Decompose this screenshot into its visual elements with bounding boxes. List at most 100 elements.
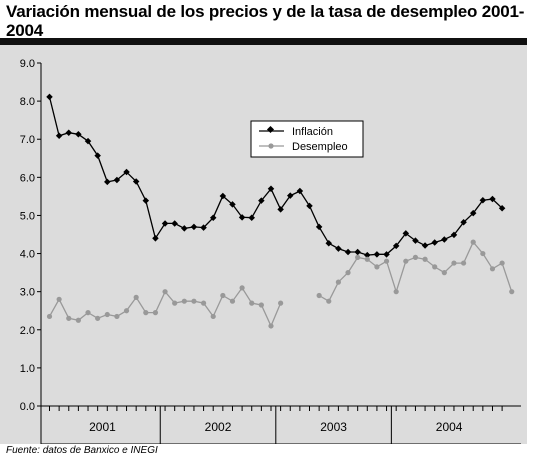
data-point: [354, 248, 361, 256]
data-point: [277, 206, 284, 213]
data-point: [209, 214, 217, 221]
data-point: [412, 254, 419, 260]
data-point: [499, 260, 505, 266]
legend-label-desempleo: Desempleo: [292, 141, 348, 153]
y-tick-label: 0.0: [20, 401, 35, 413]
data-point: [479, 196, 487, 204]
data-point: [190, 223, 198, 231]
data-point: [296, 187, 304, 195]
data-point: [306, 202, 313, 210]
data-point: [143, 310, 149, 316]
year-label: 2002: [205, 420, 232, 434]
data-point: [286, 192, 294, 199]
data-point: [451, 260, 457, 266]
data-point: [181, 298, 187, 304]
data-point: [46, 313, 53, 320]
legend-marker-desempleo: [268, 143, 274, 149]
source-note: Fuente: datos de Banxico e INEGI: [6, 445, 158, 456]
y-tick-label: 1.0: [20, 363, 35, 375]
data-point: [326, 298, 332, 304]
data-point: [114, 313, 120, 320]
data-point: [220, 292, 226, 299]
legend: Inflación Desempleo: [250, 120, 364, 158]
data-point: [441, 236, 448, 243]
data-point: [431, 239, 438, 246]
data-point: [123, 308, 130, 314]
data-point: [248, 214, 255, 221]
data-point: [315, 223, 323, 231]
data-point: [249, 300, 255, 306]
data-point: [470, 239, 476, 245]
y-axis: 0.0 1.0 2.0 3.0 4.0 5.0 6.0 7.0 8.0 9.0: [20, 58, 42, 444]
data-point: [469, 209, 477, 217]
data-point: [104, 178, 111, 186]
data-point: [133, 294, 139, 300]
data-point: [278, 300, 284, 306]
data-point: [267, 185, 275, 193]
data-point: [142, 197, 150, 204]
data-point: [374, 264, 380, 270]
data-point: [200, 300, 207, 306]
series-layer: [46, 93, 515, 329]
data-point: [422, 256, 428, 262]
data-point: [229, 298, 236, 304]
data-point: [171, 220, 178, 227]
data-point: [181, 225, 188, 232]
data-point: [123, 168, 130, 176]
data-point: [258, 197, 265, 204]
data-point: [152, 235, 159, 242]
data-point: [56, 296, 62, 302]
chart-panel: [0, 45, 527, 444]
data-point: [75, 131, 82, 138]
data-point: [85, 310, 91, 316]
data-point: [46, 93, 53, 101]
data-point: [450, 231, 458, 239]
data-point: [460, 219, 467, 226]
data-point: [66, 315, 72, 321]
year-label: 2003: [320, 420, 347, 434]
data-point: [152, 310, 159, 316]
data-point: [393, 289, 399, 295]
data-point: [84, 137, 92, 145]
data-point: [480, 250, 486, 257]
data-point: [421, 242, 429, 249]
y-tick-label: 3.0: [20, 287, 35, 299]
x-axis: 2001 2002 2003 2004: [41, 405, 521, 444]
y-tick-label: 7.0: [20, 134, 35, 146]
y-tick-label: 8.0: [20, 96, 35, 108]
data-point: [489, 195, 496, 203]
data-point: [364, 251, 371, 259]
y-tick-label: 2.0: [20, 325, 35, 337]
data-point: [268, 323, 274, 329]
data-point: [219, 192, 227, 200]
data-point: [412, 237, 419, 244]
data-point: [355, 254, 361, 260]
data-point: [55, 132, 63, 140]
data-point: [191, 298, 197, 304]
data-point: [172, 300, 178, 306]
data-point: [489, 266, 496, 272]
series-line: [48, 240, 513, 328]
data-point: [238, 214, 246, 221]
data-point: [210, 313, 216, 320]
data-point: [344, 248, 352, 256]
data-point: [95, 315, 101, 321]
data-point: [383, 258, 390, 264]
y-tick-label: 9.0: [20, 58, 35, 70]
data-point: [325, 240, 333, 247]
data-point: [441, 270, 447, 276]
legend-label-inflacion: Inflación: [292, 126, 333, 138]
data-point: [258, 302, 264, 308]
data-point: [200, 224, 207, 231]
series-desempleo: [46, 239, 515, 329]
y-tick-label: 4.0: [20, 249, 35, 261]
series-inflacion: [46, 93, 506, 259]
data-point: [509, 289, 515, 295]
legend-marker-inflacion: [266, 125, 275, 134]
y-tick-label: 5.0: [20, 210, 35, 222]
data-point: [402, 230, 410, 237]
data-point: [403, 258, 409, 264]
data-point: [498, 204, 506, 212]
title-rule: [0, 38, 527, 45]
data-point: [373, 251, 381, 258]
